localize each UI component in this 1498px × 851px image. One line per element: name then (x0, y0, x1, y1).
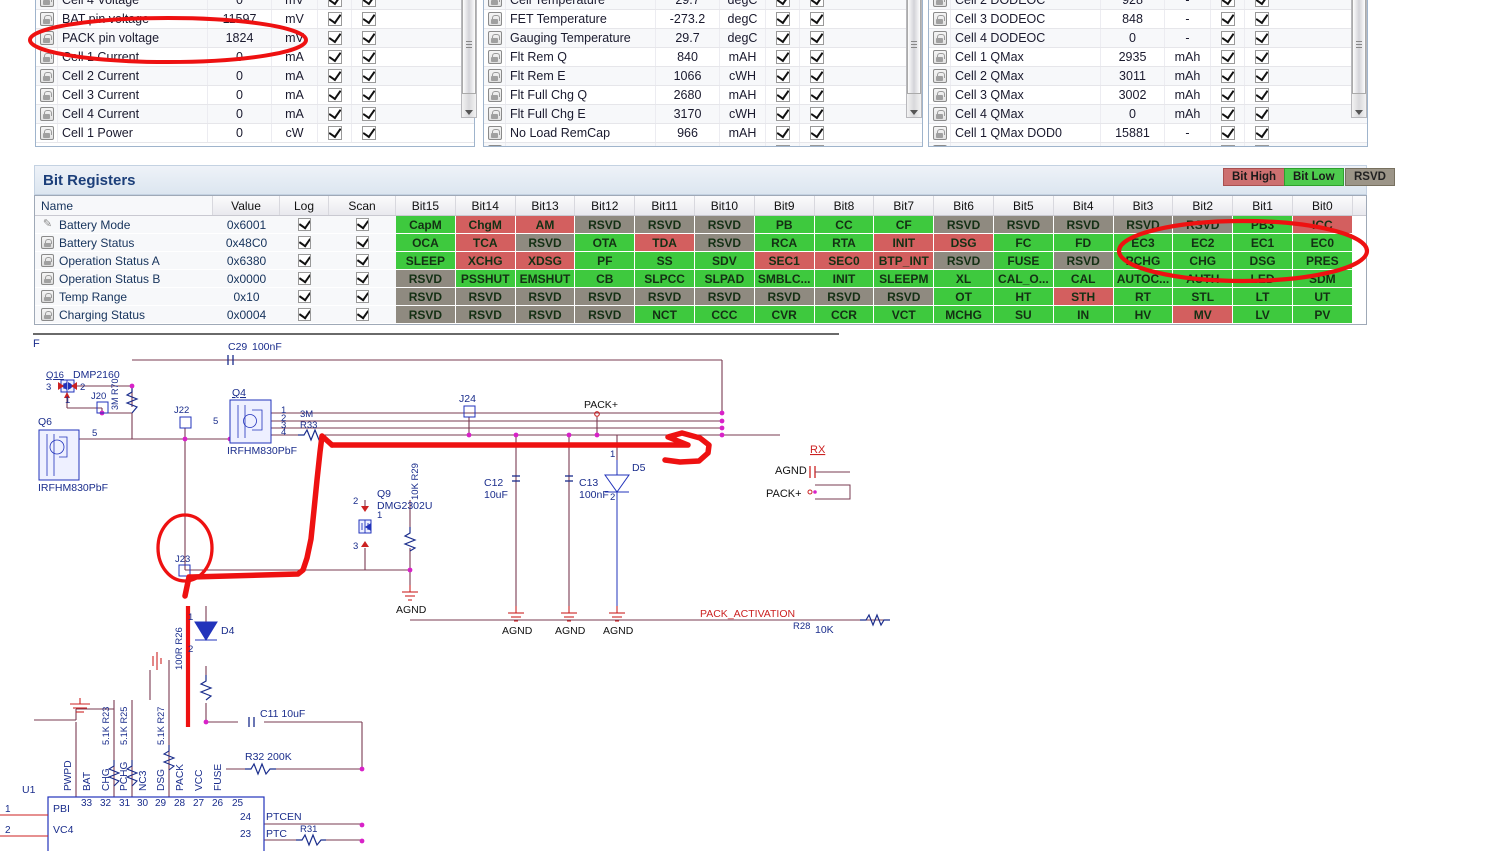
svg-text:PTCEN: PTCEN (266, 811, 302, 823)
svg-text:PACK+: PACK+ (584, 399, 618, 411)
svg-text:3M: 3M (300, 409, 313, 420)
svg-text:AGND: AGND (396, 604, 427, 616)
svg-text:PCHG: PCHG (119, 761, 130, 791)
svg-text:D5: D5 (632, 462, 646, 474)
svg-text:1: 1 (65, 395, 70, 406)
svg-text:1: 1 (188, 612, 193, 623)
svg-text:1: 1 (5, 804, 11, 815)
svg-text:3M R70: 3M R70 (110, 378, 120, 410)
svg-text:IRFHM830PbF: IRFHM830PbF (38, 482, 108, 494)
svg-text:28: 28 (174, 798, 186, 809)
svg-text:AGND: AGND (775, 465, 807, 477)
svg-text:30: 30 (137, 798, 149, 809)
svg-text:2: 2 (5, 825, 11, 836)
svg-text:AGND: AGND (603, 625, 634, 637)
svg-text:J23: J23 (175, 554, 190, 565)
svg-text:23: 23 (240, 829, 252, 840)
svg-text:10K R29: 10K R29 (410, 463, 421, 500)
svg-text:5: 5 (213, 416, 218, 427)
svg-text:2: 2 (80, 382, 85, 393)
svg-text:Q9: Q9 (377, 488, 391, 500)
svg-text:R31: R31 (300, 824, 317, 835)
svg-text:1: 1 (377, 510, 382, 521)
svg-text:C12: C12 (484, 477, 503, 489)
svg-text:2: 2 (188, 644, 193, 655)
svg-text:27: 27 (193, 798, 205, 809)
svg-text:100nF: 100nF (579, 489, 609, 501)
svg-text:2: 2 (610, 492, 615, 503)
svg-text:NC3: NC3 (138, 770, 149, 791)
svg-text:PBI: PBI (53, 803, 70, 815)
svg-text:5.1K R25: 5.1K R25 (119, 707, 129, 745)
svg-text:U1: U1 (22, 784, 36, 796)
svg-text:R28: R28 (793, 621, 810, 632)
svg-text:AGND: AGND (555, 625, 586, 637)
svg-text:C11 10uF: C11 10uF (260, 708, 305, 720)
svg-text:J24: J24 (459, 393, 476, 405)
svg-text:1: 1 (610, 449, 615, 460)
svg-text:10K: 10K (815, 624, 834, 636)
svg-text:PACK+: PACK+ (766, 488, 802, 500)
svg-text:RX: RX (810, 444, 826, 456)
svg-text:C13: C13 (579, 477, 598, 489)
svg-text:4: 4 (281, 427, 286, 438)
svg-text:C29: C29 (228, 341, 247, 353)
svg-text:25: 25 (232, 798, 244, 809)
svg-text:BAT: BAT (82, 772, 93, 791)
svg-text:J20: J20 (91, 391, 106, 402)
svg-text:100nF: 100nF (252, 341, 282, 353)
svg-text:Q16: Q16 (46, 370, 64, 381)
svg-text:5.1K R27: 5.1K R27 (156, 707, 166, 745)
svg-text:PWPD: PWPD (63, 760, 74, 791)
svg-text:PACK: PACK (175, 764, 186, 791)
svg-text:3: 3 (353, 541, 358, 552)
svg-text:Q6: Q6 (38, 416, 52, 428)
svg-text:VC4: VC4 (53, 824, 74, 836)
svg-text:DMG2302U: DMG2302U (377, 500, 432, 512)
svg-text:DSG: DSG (156, 769, 167, 791)
svg-text:VCC: VCC (194, 769, 205, 791)
svg-text:100R R26: 100R R26 (174, 627, 185, 670)
svg-text:32: 32 (100, 798, 112, 809)
svg-text:D4: D4 (221, 625, 235, 637)
svg-text:5.1K R23: 5.1K R23 (101, 707, 111, 745)
svg-text:3: 3 (46, 382, 51, 393)
svg-text:PTC: PTC (266, 828, 287, 840)
svg-text:IRFHM830PbF: IRFHM830PbF (227, 445, 297, 457)
svg-text:R33: R33 (300, 420, 317, 431)
svg-text:CHG: CHG (101, 768, 112, 791)
svg-text:AGND: AGND (502, 625, 533, 637)
svg-text:31: 31 (119, 798, 131, 809)
svg-text:J22: J22 (174, 405, 189, 416)
svg-text:5: 5 (92, 428, 97, 439)
svg-text:26: 26 (212, 798, 224, 809)
svg-text:PACK_ACTIVATION: PACK_ACTIVATION (700, 608, 795, 620)
svg-text:24: 24 (240, 812, 252, 823)
svg-text:10uF: 10uF (484, 489, 508, 501)
svg-text:33: 33 (81, 798, 93, 809)
svg-text:Q4: Q4 (232, 387, 246, 399)
svg-text:R32 200K: R32 200K (245, 751, 292, 763)
svg-text:FUSE: FUSE (213, 764, 224, 791)
svg-text:F: F (33, 338, 40, 350)
svg-text:29: 29 (155, 798, 167, 809)
svg-text:2: 2 (353, 496, 358, 507)
